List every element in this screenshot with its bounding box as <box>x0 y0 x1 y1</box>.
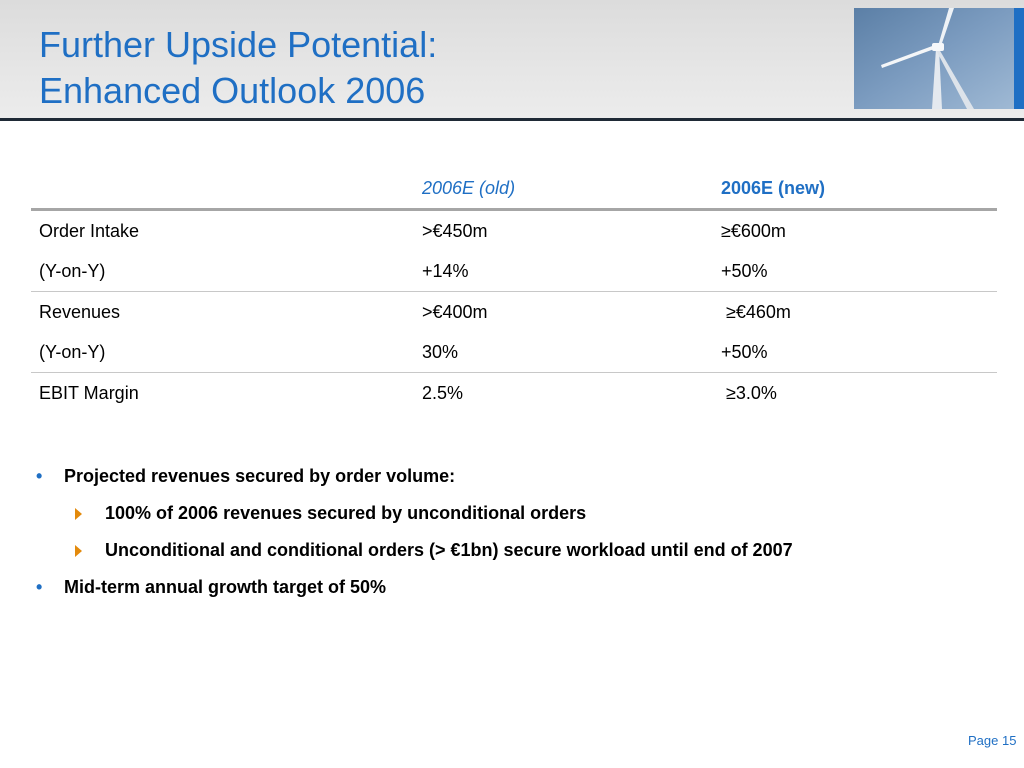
row-label: (Y-on-Y) <box>31 332 414 373</box>
table-header-empty <box>31 168 414 211</box>
table-row: Order Intake >€450m ≥€600m <box>31 210 997 252</box>
right-triangle-icon <box>75 508 82 520</box>
title-line-1: Further Upside Potential: <box>39 24 438 65</box>
header-band <box>0 0 1024 118</box>
slide-title: Further Upside Potential: Enhanced Outlo… <box>39 22 437 114</box>
sub-bullet-item: 100% of 2006 revenues secured by uncondi… <box>36 499 996 536</box>
table-row: (Y-on-Y) +14% +50% <box>31 251 997 292</box>
table-row: EBIT Margin 2.5% ≥3.0% <box>31 373 997 414</box>
old-value: 30% <box>414 332 713 373</box>
sub-bullet-text: 100% of 2006 revenues secured by uncondi… <box>105 503 587 523</box>
new-value: ≥€460m <box>721 301 791 322</box>
bullet-text: Projected revenues secured by order volu… <box>64 466 456 486</box>
row-label: EBIT Margin <box>39 382 139 403</box>
table-row: (Y-on-Y) 30% +50% <box>31 332 997 373</box>
title-line-2: Enhanced Outlook 2006 <box>39 70 426 111</box>
new-value: ≥3.0% <box>721 382 777 403</box>
wind-turbine-photo <box>854 8 1014 109</box>
bullet-item: • Projected revenues secured by order vo… <box>36 462 996 499</box>
bullet-list: • Projected revenues secured by order vo… <box>36 462 996 610</box>
bullet-text: Mid-term annual growth target of 50% <box>64 577 387 597</box>
bullet-dot-icon: • <box>36 577 43 597</box>
old-value: >€400m <box>422 301 488 322</box>
table-header-row: 2006E (old) 2006E (new) <box>31 168 997 211</box>
sub-bullet-text: Unconditional and conditional orders (> … <box>105 540 793 560</box>
header-accent-bar <box>1014 8 1024 109</box>
row-label: Order Intake <box>39 220 140 241</box>
old-value: >€450m <box>422 220 488 241</box>
new-value: +50% <box>713 332 997 373</box>
old-value: 2.5% <box>422 382 464 403</box>
row-label: (Y-on-Y) <box>31 251 414 292</box>
table-header-old: 2006E (old) <box>414 168 713 211</box>
bullet-dot-icon: • <box>36 466 43 486</box>
table-row: Revenues >€400m ≥€460m <box>31 292 997 333</box>
sub-bullet-item: Unconditional and conditional orders (> … <box>36 536 996 573</box>
old-value: +14% <box>414 251 713 292</box>
new-value: ≥€600m <box>721 220 786 241</box>
outlook-table: 2006E (old) 2006E (new) Order Intake >€4… <box>31 168 997 413</box>
row-label: Revenues <box>39 301 121 322</box>
right-triangle-icon <box>75 545 82 557</box>
table-header-new: 2006E (new) <box>713 168 997 211</box>
page-number: Page 15 <box>968 733 1017 748</box>
new-value: +50% <box>713 251 997 292</box>
bullet-item: • Mid-term annual growth target of 50% <box>36 573 996 610</box>
header-divider <box>0 118 1024 121</box>
